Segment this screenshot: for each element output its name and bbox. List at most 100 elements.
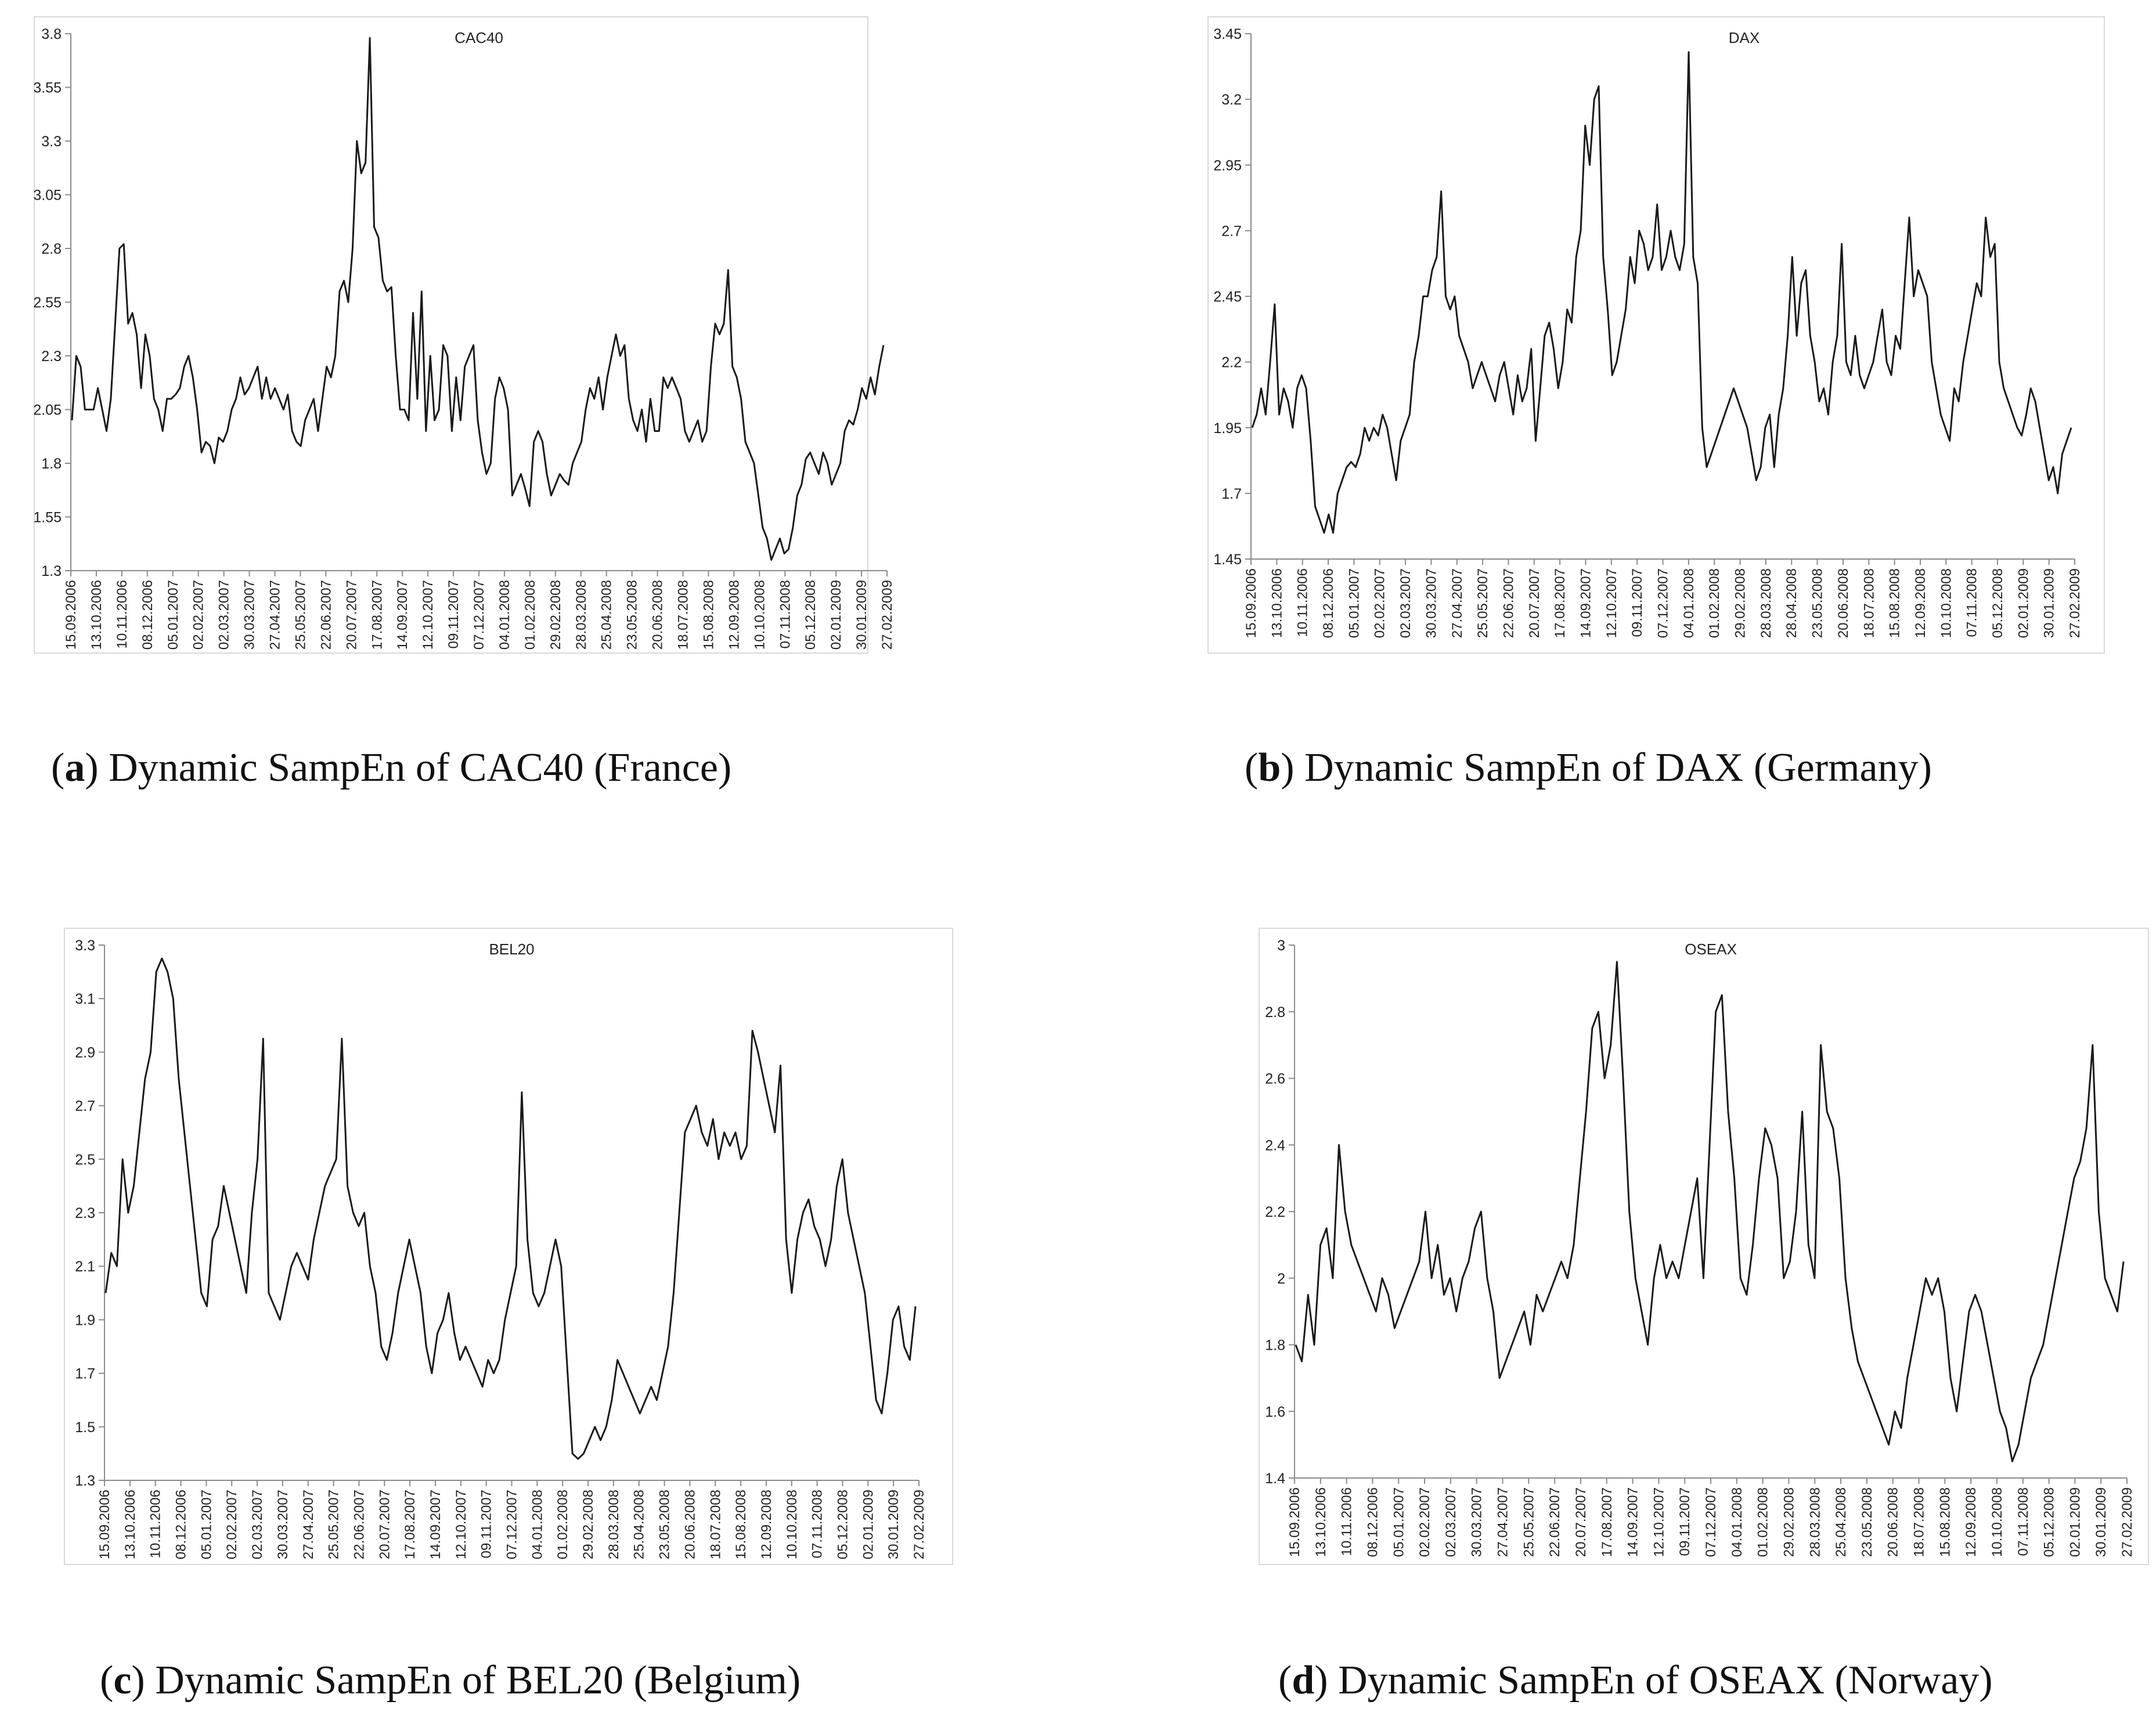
y-tick-label: 1.5 (75, 1419, 95, 1436)
chart-caption: (d) Dynamic SampEn of OSEAX (Norway) (1278, 1658, 1993, 1703)
x-tick-label: 23.05.2008 (1810, 568, 1826, 638)
x-tick-label: 07.11.2008 (810, 1490, 825, 1558)
chart-caption: (a) Dynamic SampEn of CAC40 (France) (51, 745, 732, 790)
x-tick-label: 10.11.2006 (148, 1490, 164, 1558)
y-tick-label: 1.55 (33, 510, 62, 526)
x-tick-label: 27.04.2007 (1495, 1487, 1511, 1557)
x-tick-label: 10.10.2008 (752, 580, 767, 650)
x-tick-label: 27.02.2009 (2067, 568, 2083, 638)
x-tick-label: 25.05.2007 (1475, 568, 1491, 638)
x-tick-label: 07.12.2007 (471, 580, 487, 650)
y-tick-label: 2.4 (1265, 1137, 1285, 1154)
x-tick-label: 17.08.2007 (369, 580, 385, 650)
x-tick-label: 20.07.2007 (344, 580, 359, 650)
y-tick-label: 3.05 (33, 188, 62, 204)
x-tick-label: 10.11.2006 (1339, 1487, 1355, 1556)
x-tick-label: 13.10.2006 (1269, 568, 1285, 638)
x-tick-label: 02.01.2009 (828, 580, 844, 650)
x-tick-label: 09.11.2007 (446, 580, 462, 648)
x-tick-label: 12.10.2007 (1651, 1487, 1667, 1557)
y-tick-label: 2.9 (75, 1044, 95, 1061)
y-tick-label: 2.05 (33, 402, 62, 419)
chart-frame (34, 16, 868, 654)
x-tick-label: 07.12.2007 (504, 1490, 520, 1559)
x-tick-label: 27.02.2009 (911, 1490, 927, 1559)
x-tick-label: 15.08.2008 (1937, 1487, 1953, 1557)
x-tick-label: 10.10.2008 (784, 1490, 800, 1559)
x-tick-label: 02.02.2007 (224, 1490, 240, 1559)
y-tick-label: 1.7 (75, 1366, 95, 1382)
x-tick-label: 18.07.2008 (708, 1490, 723, 1559)
caption-letter: b (1258, 745, 1281, 790)
y-tick-label: 1.6 (1265, 1404, 1285, 1420)
x-tick-label: 01.02.2008 (1755, 1487, 1771, 1557)
chart-frame (1207, 16, 2105, 654)
x-tick-label: 20.06.2008 (1836, 568, 1851, 638)
x-tick-label: 15.09.2006 (1243, 568, 1259, 638)
x-tick-label: 12.09.2008 (759, 1490, 774, 1559)
y-tick-label: 1.45 (1213, 551, 1242, 568)
x-tick-label: 09.11.2007 (479, 1490, 495, 1558)
x-tick-label: 30.01.2009 (2093, 1487, 2109, 1557)
x-tick-label: 17.08.2007 (1552, 568, 1568, 638)
x-tick-label: 27.04.2007 (301, 1490, 316, 1559)
y-tick-label: 2.8 (1265, 1004, 1285, 1021)
x-tick-label: 25.05.2007 (326, 1490, 342, 1559)
x-tick-label: 08.12.2006 (1321, 568, 1336, 638)
caption-text: Dynamic SampEn of OSEAX (Norway) (1338, 1658, 1993, 1703)
x-tick-label: 23.05.2008 (625, 580, 640, 650)
y-tick-label: 1.95 (1213, 420, 1242, 437)
y-tick-label: 2.7 (1221, 223, 1242, 239)
x-tick-label: 29.02.2008 (581, 1490, 596, 1559)
x-tick-label: 27.04.2007 (268, 580, 283, 650)
x-tick-label: 20.06.2008 (650, 580, 666, 650)
x-tick-label: 12.10.2007 (420, 580, 436, 650)
series-line (104, 957, 917, 1460)
caption-text: Dynamic SampEn of BEL20 (Belgium) (155, 1658, 801, 1703)
x-tick-label: 04.01.2008 (529, 1490, 545, 1559)
x-tick-label: 30.03.2007 (1423, 568, 1439, 638)
x-tick-label: 29.02.2008 (548, 580, 564, 650)
chart-title: OSEAX (1685, 940, 1737, 958)
series-line (1251, 51, 2072, 534)
series-line (1295, 961, 2125, 1462)
y-tick-label: 1.3 (75, 1473, 95, 1489)
x-tick-label: 20.07.2007 (377, 1490, 392, 1559)
x-tick-label: 30.01.2009 (886, 1490, 902, 1559)
x-tick-label: 02.01.2009 (2016, 568, 2031, 638)
chart-title: DAX (1729, 29, 1760, 46)
x-tick-label: 05.12.2008 (1990, 568, 2006, 638)
x-tick-label: 02.02.2007 (1372, 568, 1388, 638)
y-tick-label: 3.3 (41, 134, 62, 150)
x-tick-label: 15.08.2008 (701, 580, 716, 650)
x-tick-label: 04.01.2008 (1681, 568, 1697, 638)
x-tick-label: 01.02.2008 (1707, 568, 1722, 638)
y-tick-label: 1.3 (41, 563, 62, 579)
y-tick-label: 2.1 (75, 1259, 95, 1275)
x-tick-label: 17.08.2007 (1599, 1487, 1615, 1557)
x-tick-label: 14.09.2007 (1625, 1487, 1641, 1557)
y-tick-label: 2 (1277, 1271, 1285, 1287)
chart-title: CAC40 (455, 29, 503, 46)
x-tick-label: 05.01.2007 (1346, 568, 1362, 638)
x-tick-label: 05.01.2007 (199, 1490, 214, 1559)
x-tick-label: 14.09.2007 (395, 580, 410, 650)
x-tick-label: 30.03.2007 (275, 1490, 291, 1559)
x-tick-label: 23.05.2008 (657, 1490, 673, 1559)
x-tick-label: 18.07.2008 (1912, 1487, 1927, 1557)
y-tick-label: 1.8 (1265, 1338, 1285, 1354)
y-tick-label: 2.55 (33, 295, 62, 311)
x-tick-label: 07.12.2007 (1703, 1487, 1719, 1557)
chart-caption: (c) Dynamic SampEn of BEL20 (Belgium) (100, 1658, 801, 1703)
x-tick-label: 09.11.2007 (1677, 1487, 1693, 1556)
x-tick-label: 15.09.2006 (63, 580, 79, 650)
x-tick-label: 04.01.2008 (1729, 1487, 1745, 1557)
x-tick-label: 12.09.2008 (1913, 568, 1928, 638)
x-tick-label: 02.03.2007 (217, 580, 232, 650)
chart-title: BEL20 (489, 940, 534, 958)
x-tick-label: 04.01.2008 (497, 580, 513, 650)
